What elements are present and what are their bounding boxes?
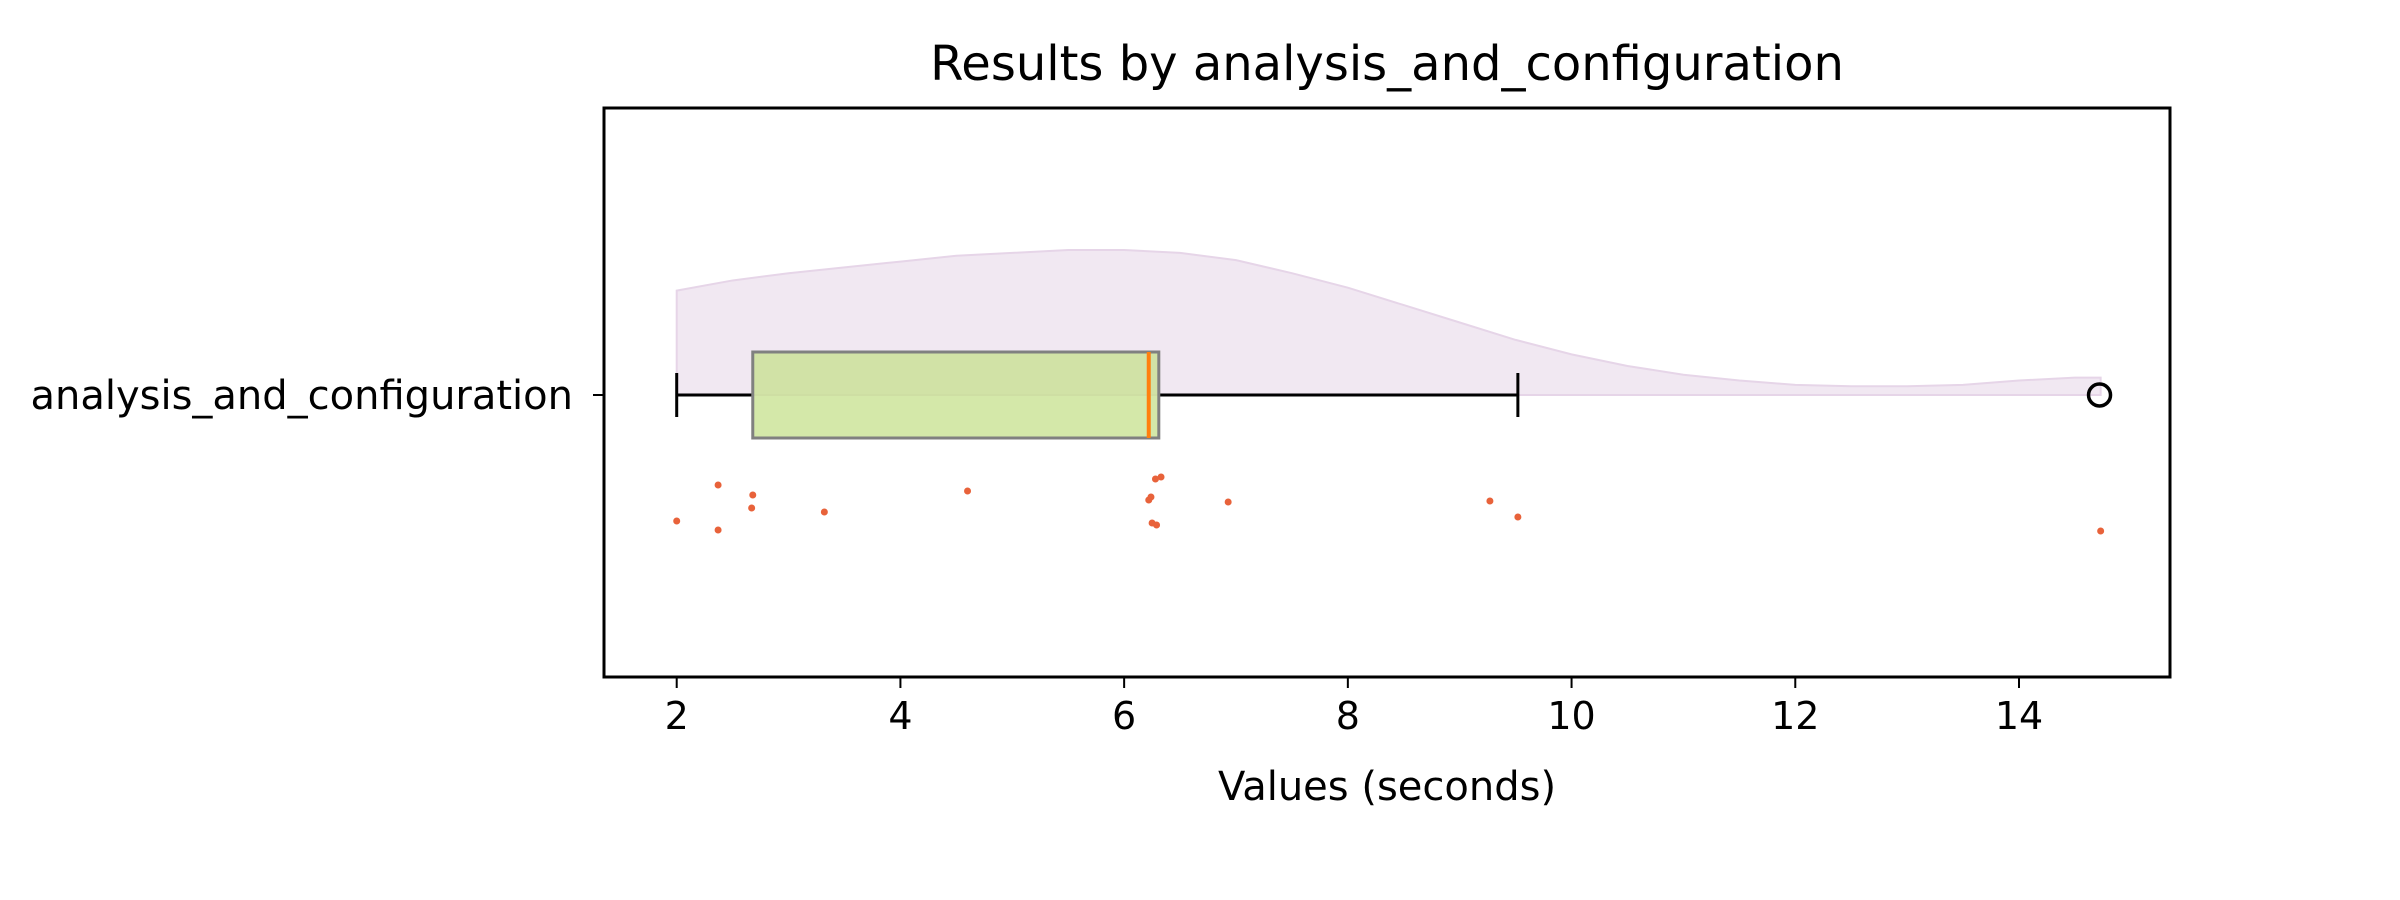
data-point bbox=[1514, 513, 1522, 521]
y-tick-label: analysis_and_configuration bbox=[30, 373, 573, 419]
x-tick-label: 8 bbox=[1336, 694, 1360, 738]
data-point bbox=[2097, 527, 2105, 535]
data-point bbox=[714, 526, 722, 534]
data-point bbox=[1147, 493, 1155, 501]
data-point bbox=[1151, 475, 1159, 483]
x-tick-label: 12 bbox=[1771, 694, 1819, 738]
data-point bbox=[820, 508, 828, 516]
x-axis-label: Values (seconds) bbox=[1218, 764, 1556, 810]
data-point bbox=[714, 481, 722, 489]
outlier-marker bbox=[2086, 382, 2113, 408]
x-axis-ticks: 2 4 6 8 10 12 14 bbox=[665, 677, 2043, 738]
box-layer bbox=[675, 350, 2113, 440]
data-point bbox=[964, 487, 972, 495]
points-layer bbox=[673, 473, 2105, 535]
plot-frame bbox=[602, 106, 2172, 679]
data-point bbox=[1153, 521, 1161, 529]
data-point bbox=[1157, 473, 1165, 481]
chart-title: Results by analysis_and_configuration bbox=[930, 36, 1844, 92]
x-tick-label: 2 bbox=[665, 694, 689, 738]
x-tick-label: 4 bbox=[888, 694, 912, 738]
data-point bbox=[1224, 498, 1232, 506]
data-point bbox=[1486, 497, 1494, 505]
iqr-box bbox=[751, 350, 1161, 440]
data-point bbox=[748, 504, 756, 512]
data-point bbox=[673, 517, 681, 525]
data-point bbox=[749, 491, 757, 499]
x-tick-label: 14 bbox=[1995, 694, 2043, 738]
x-tick-label: 6 bbox=[1112, 694, 1136, 738]
x-tick-label: 10 bbox=[1547, 694, 1595, 738]
